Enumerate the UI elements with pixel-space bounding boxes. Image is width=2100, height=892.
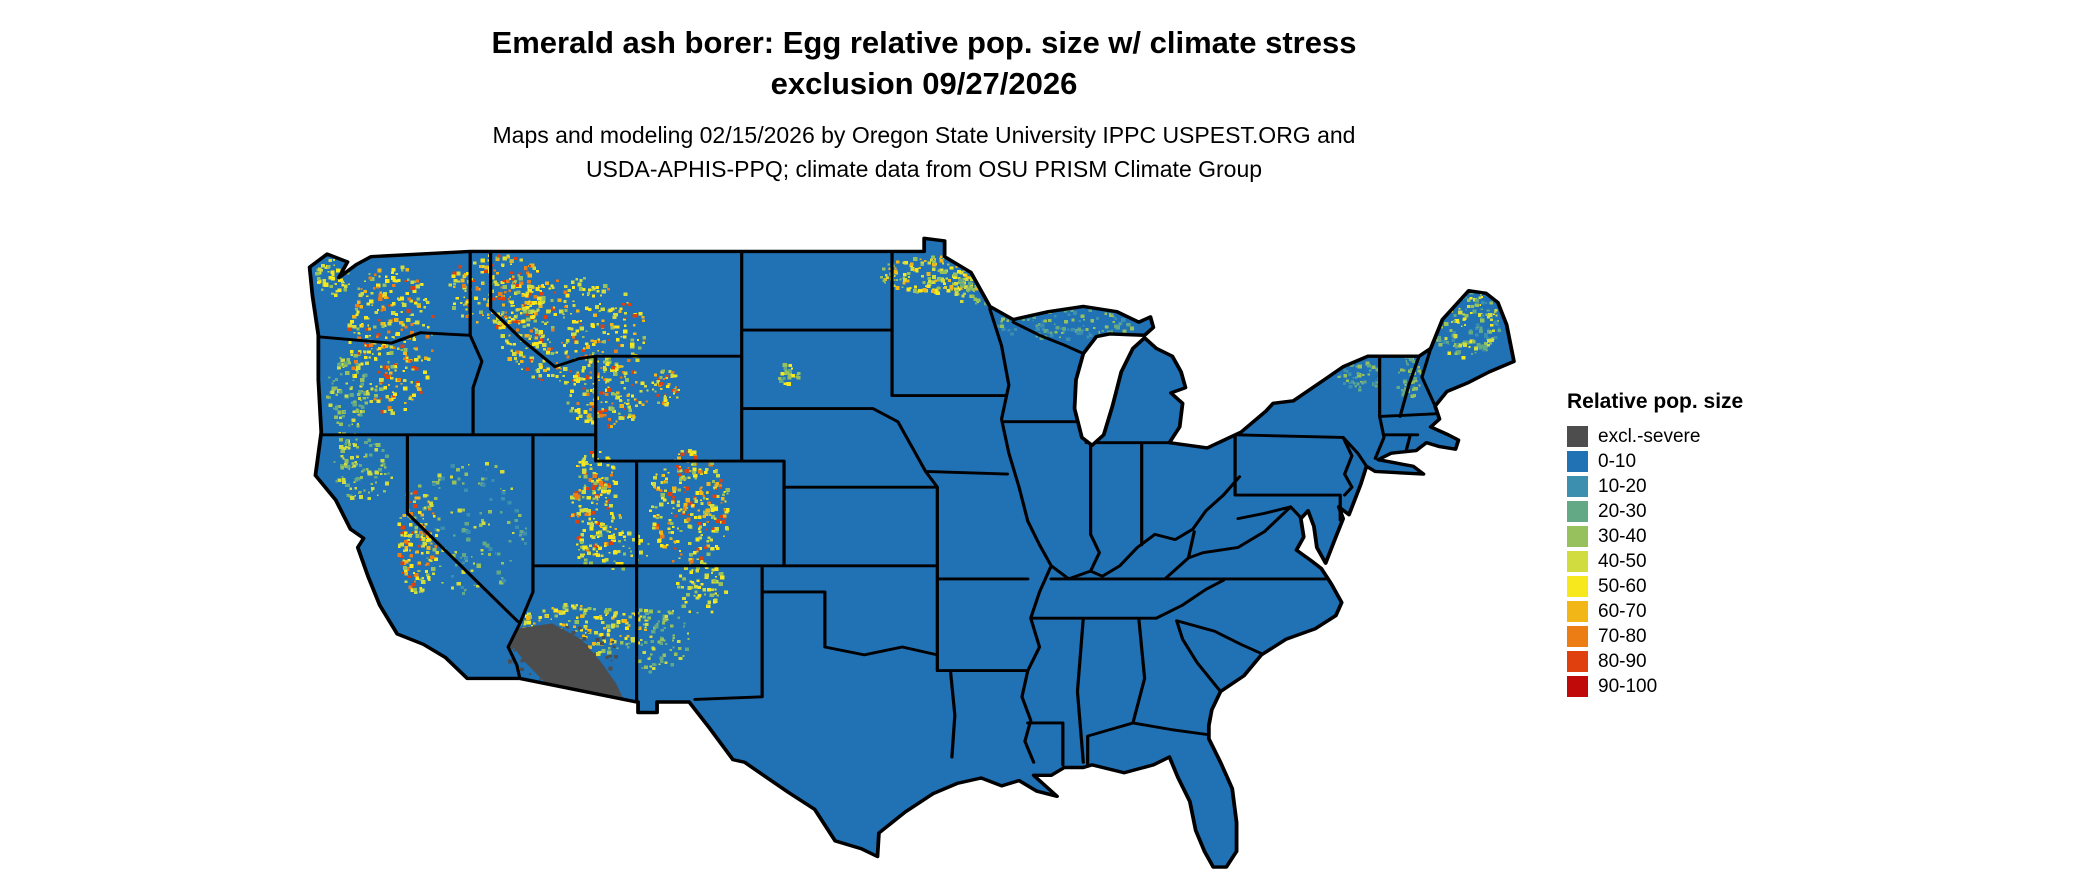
legend-label: 90-100 bbox=[1598, 676, 1658, 697]
legend-item: 90-100 bbox=[1567, 676, 1743, 697]
map-raster-texture bbox=[315, 254, 1501, 686]
page-title: Emerald ash borer: Egg relative pop. siz… bbox=[0, 22, 1848, 104]
legend-swatch bbox=[1567, 676, 1588, 697]
legend-swatch bbox=[1567, 426, 1588, 447]
legend-item: 50-60 bbox=[1567, 576, 1743, 597]
legend-label: 30-40 bbox=[1598, 526, 1647, 547]
legend-swatch bbox=[1567, 576, 1588, 597]
legend-swatch bbox=[1567, 601, 1588, 622]
legend-swatch bbox=[1567, 526, 1588, 547]
us-map bbox=[307, 236, 1516, 869]
legend-swatch bbox=[1567, 551, 1588, 572]
legend-label: 40-50 bbox=[1598, 551, 1647, 572]
legend-item: excl.-severe bbox=[1567, 426, 1743, 447]
legend-title: Relative pop. size bbox=[1567, 390, 1744, 413]
legend-item: 20-30 bbox=[1567, 501, 1743, 522]
legend-item: 60-70 bbox=[1567, 601, 1743, 622]
legend-swatch bbox=[1567, 626, 1588, 647]
national-outline bbox=[307, 236, 1516, 869]
legend-item: 70-80 bbox=[1567, 626, 1743, 647]
legend-label: 80-90 bbox=[1598, 651, 1647, 672]
legend-label: excl.-severe bbox=[1598, 426, 1701, 447]
legend-item: 80-90 bbox=[1567, 651, 1743, 672]
title-line-2: exclusion 09/27/2026 bbox=[770, 66, 1078, 101]
page-subtitle: Maps and modeling 02/15/2026 by Oregon S… bbox=[0, 118, 1848, 186]
legend-label: 10-20 bbox=[1598, 476, 1647, 497]
legend-items: excl.-severe 0-10 10-20 20-30 30-40 40-50 50-6… bbox=[1567, 426, 1743, 697]
legend-label: 0-10 bbox=[1598, 451, 1637, 472]
legend-item: 40-50 bbox=[1567, 551, 1743, 572]
legend-label: 60-70 bbox=[1598, 601, 1647, 622]
legend-swatch bbox=[1567, 651, 1588, 672]
subtitle-line-2: USDA-APHIS-PPQ; climate data from OSU PR… bbox=[585, 156, 1263, 182]
title-line-1: Emerald ash borer: Egg relative pop. siz… bbox=[491, 25, 1357, 60]
legend-label: 70-80 bbox=[1598, 626, 1647, 647]
map-legend: Relative pop. size excl.-severe 0-10 10-20… bbox=[1567, 390, 1743, 701]
subtitle-line-1: Maps and modeling 02/15/2026 by Oregon S… bbox=[492, 122, 1356, 148]
legend-item: 30-40 bbox=[1567, 526, 1743, 547]
legend-label: 50-60 bbox=[1598, 576, 1647, 597]
map-base bbox=[309, 238, 1514, 868]
exclusion-zone bbox=[511, 623, 625, 703]
legend-label: 20-30 bbox=[1598, 501, 1647, 522]
legend-item: 10-20 bbox=[1567, 476, 1743, 497]
legend-item: 0-10 bbox=[1567, 451, 1743, 472]
legend-swatch bbox=[1567, 451, 1588, 472]
state-borders bbox=[313, 249, 1437, 767]
legend-swatch bbox=[1567, 476, 1588, 497]
legend-swatch bbox=[1567, 501, 1588, 522]
